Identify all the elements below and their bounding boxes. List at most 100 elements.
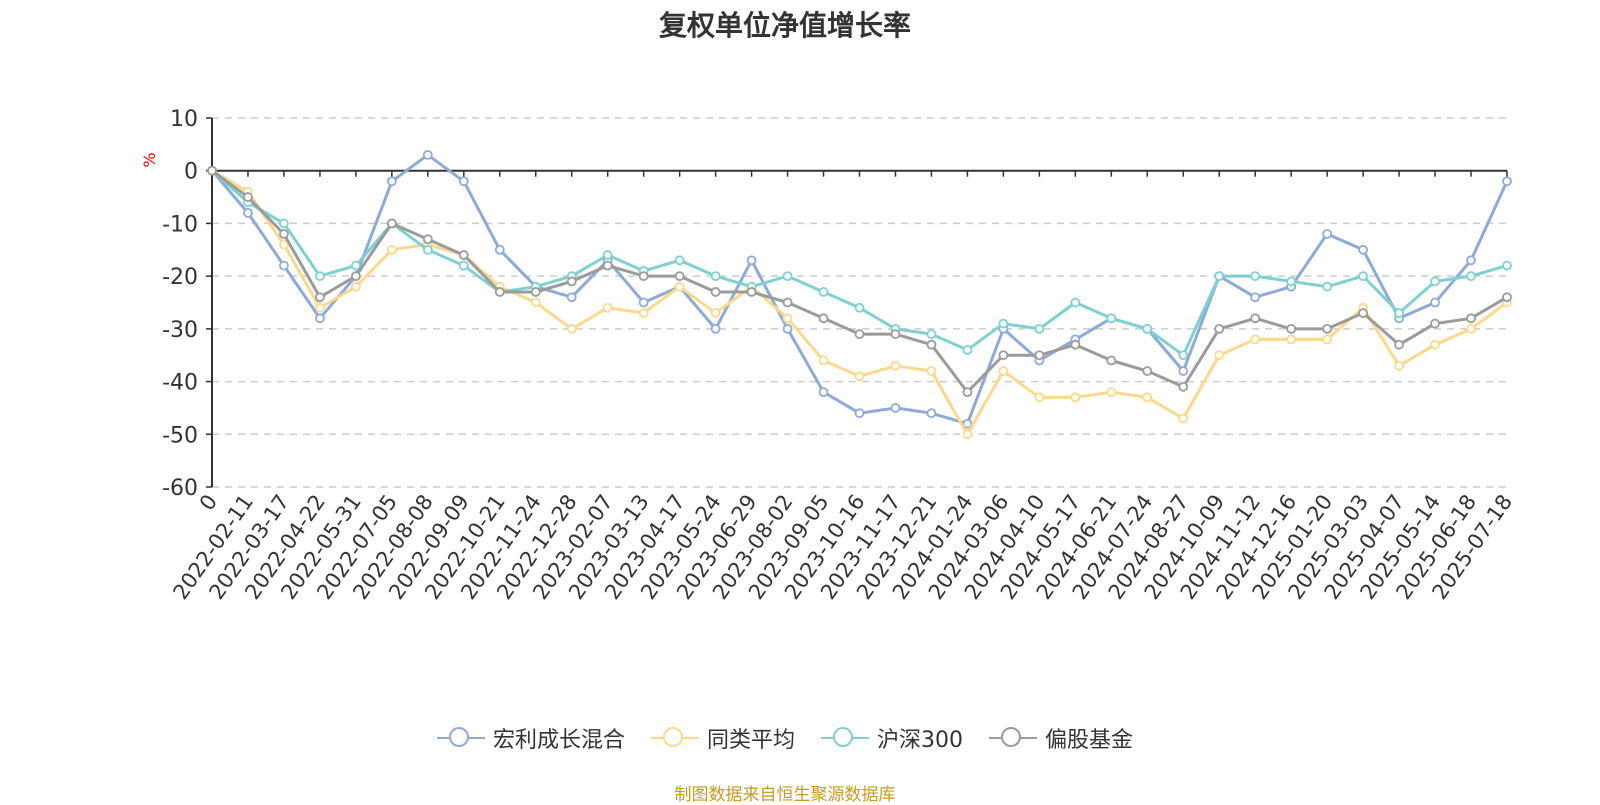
data-point xyxy=(1070,339,1081,350)
legend-item-series-4[interactable]: 偏股基金 xyxy=(989,722,1133,754)
source-note: 制图数据来自恒生聚源数据库 xyxy=(674,785,896,805)
data-point xyxy=(1214,323,1225,334)
data-point xyxy=(279,239,289,250)
data-point xyxy=(962,387,973,398)
y-tick-label: 10 xyxy=(170,107,198,132)
data-point xyxy=(494,287,505,297)
data-point xyxy=(782,271,793,282)
data-point xyxy=(1394,308,1404,318)
data-point xyxy=(566,276,577,287)
data-point xyxy=(1322,334,1333,345)
data-point xyxy=(1466,271,1476,282)
data-point xyxy=(962,345,973,355)
y-axis-label: % xyxy=(140,152,159,167)
data-point xyxy=(1322,323,1333,334)
data-point xyxy=(1142,366,1153,376)
data-point xyxy=(1250,334,1261,345)
data-point xyxy=(1394,339,1404,350)
data-point xyxy=(566,323,577,334)
data-point xyxy=(1502,292,1512,303)
data-point xyxy=(1358,308,1369,318)
data-point xyxy=(818,387,829,398)
data-point xyxy=(422,244,433,255)
data-point xyxy=(818,313,829,324)
data-point xyxy=(782,297,793,308)
data-point xyxy=(422,234,433,245)
data-point xyxy=(1322,281,1333,292)
data-point xyxy=(386,244,397,255)
data-point xyxy=(1142,323,1153,334)
data-point xyxy=(315,292,325,303)
data-point xyxy=(386,176,397,187)
data-point xyxy=(1358,271,1369,282)
series-lines xyxy=(207,149,1512,440)
data-point xyxy=(1070,392,1081,403)
data-point xyxy=(1106,387,1117,398)
data-point xyxy=(315,302,325,313)
data-point xyxy=(422,149,433,160)
data-point xyxy=(926,339,937,350)
data-point xyxy=(782,313,793,324)
legend-label: 宏利成长混合 xyxy=(492,728,625,753)
data-point xyxy=(710,271,721,282)
series-1 xyxy=(207,149,1512,429)
data-point xyxy=(746,255,757,266)
data-point xyxy=(1286,334,1297,345)
legend-item-series-3[interactable]: 沪深300 xyxy=(821,722,963,754)
legend-marker-icon xyxy=(821,726,869,750)
data-point xyxy=(1178,381,1189,392)
data-point xyxy=(1178,350,1189,361)
data-point xyxy=(1322,229,1333,239)
data-point xyxy=(1502,176,1512,187)
data-point xyxy=(350,281,361,292)
data-point xyxy=(530,287,541,297)
data-point xyxy=(1430,339,1440,350)
data-point xyxy=(638,271,649,282)
data-point xyxy=(315,271,325,282)
data-point xyxy=(890,403,901,413)
data-point xyxy=(279,218,289,229)
legend-label: 偏股基金 xyxy=(1045,728,1134,753)
data-point xyxy=(458,176,469,187)
data-point xyxy=(279,229,289,239)
data-point xyxy=(1178,366,1189,376)
data-point xyxy=(1214,350,1225,361)
legend-label: 沪深300 xyxy=(877,728,963,753)
data-point xyxy=(998,318,1009,329)
data-point xyxy=(674,255,685,266)
data-point xyxy=(350,260,361,271)
data-point xyxy=(998,350,1009,361)
data-point xyxy=(1034,350,1045,361)
data-point xyxy=(638,308,649,318)
data-point xyxy=(1430,276,1440,287)
data-point xyxy=(566,292,577,303)
data-point xyxy=(854,329,865,340)
chart-title: 复权单位净值增长率 xyxy=(658,9,911,42)
data-point xyxy=(710,323,721,334)
y-tick-label: -30 xyxy=(162,318,198,343)
data-point xyxy=(494,244,505,255)
data-point xyxy=(710,308,721,318)
data-point xyxy=(854,302,865,313)
y-tick-label: -10 xyxy=(162,212,198,237)
data-point xyxy=(890,360,901,371)
legend-item-series-2[interactable]: 同类平均 xyxy=(650,722,795,754)
series-line xyxy=(211,169,1508,436)
legend-item-series-1[interactable]: 宏利成长混合 xyxy=(436,722,625,754)
y-tick-label: -20 xyxy=(162,265,198,290)
data-point xyxy=(818,355,829,366)
data-point xyxy=(926,329,937,340)
data-point xyxy=(638,297,649,308)
data-point xyxy=(1286,323,1297,334)
data-point xyxy=(926,366,937,376)
data-point xyxy=(315,313,325,324)
legend: 宏利成长混合 同类平均 沪深300 偏股基金 xyxy=(0,722,1570,754)
data-point xyxy=(962,418,973,429)
data-point xyxy=(1178,413,1189,424)
legend-marker-icon xyxy=(650,726,699,750)
data-point xyxy=(1286,276,1297,287)
data-point xyxy=(243,192,253,202)
data-point xyxy=(1430,318,1440,329)
data-point xyxy=(1106,313,1117,324)
data-point xyxy=(1250,271,1261,282)
